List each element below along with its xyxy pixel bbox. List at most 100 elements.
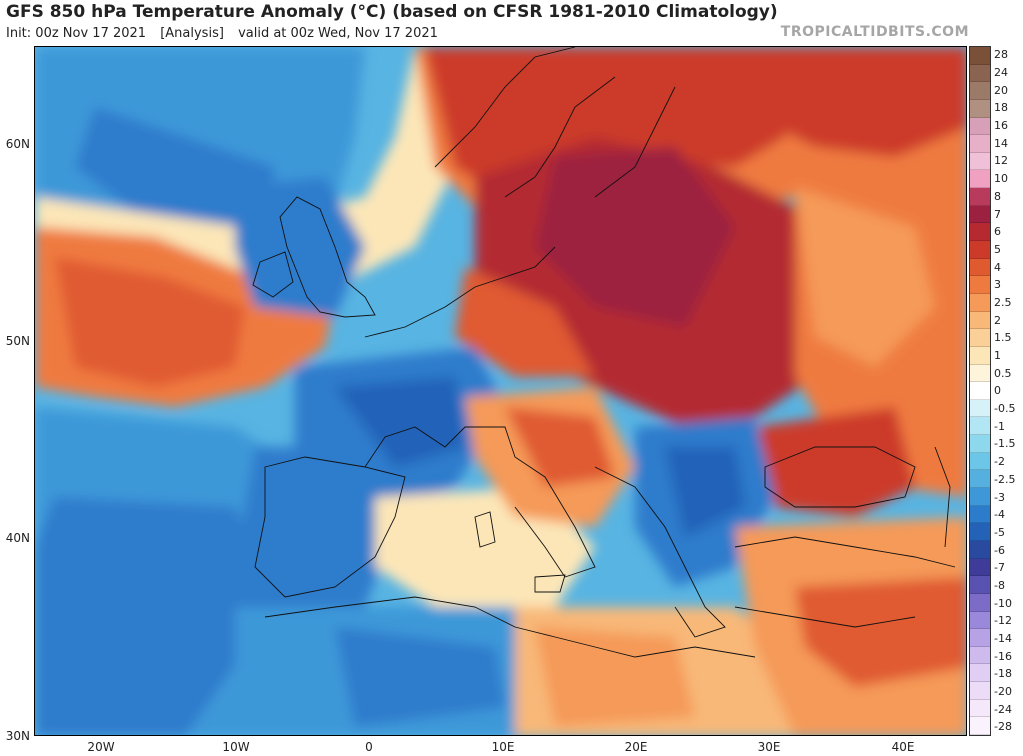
colorbar-label: -20 [994,685,1012,699]
colorbar-swatch [970,258,990,277]
colorbar-label: 24 [994,66,1008,80]
colorbar-label: -10 [994,596,1012,610]
colorbar-swatch [970,699,990,718]
colorbar-label: -12 [994,614,1012,628]
colorbar-label: -2.5 [994,472,1016,486]
colorbar-swatch [970,576,990,594]
colorbar-labels: 28 24 20 18 16 14 12 10 8 7 6 5 4 3 2.5 2 1.5 1 0.5 0 -0.5 -1… [994,46,1022,736]
colorbar-label: 0 [994,384,1001,398]
anomaly-map [34,46,967,736]
colorbar-swatch [970,117,990,136]
lat-label-40n: 40N [5,531,30,545]
init-time: Init: 00z Nov 17 2021 [6,26,147,41]
colorbar-swatch [970,611,990,630]
lon-label-10w: 10W [222,740,250,754]
lat-label-60n: 60N [5,137,30,151]
colorbar-label: 7 [994,207,1001,221]
colorbar-label: 18 [994,101,1008,115]
colorbar-swatch [970,293,990,312]
colorbar-label: 2 [994,313,1001,327]
colorbar-swatch [970,717,990,735]
colorbar-swatch [970,593,990,612]
colorbar-swatch [970,135,990,153]
colorbar [969,46,991,736]
map-title: GFS 850 hPa Temperature Anomaly (°C) (ba… [6,2,778,22]
lon-label-10e: 10E [491,740,515,754]
colorbar-swatch [970,82,990,100]
colorbar-swatch [970,523,990,541]
colorbar-label: -18 [994,667,1012,681]
map-canvas [35,47,966,735]
colorbar-label: -3 [994,490,1005,504]
colorbar-label: 3 [994,278,1001,292]
watermark: TROPICALTIDBITS.COM [780,24,969,40]
lat-label-50n: 50N [5,334,30,348]
colorbar-swatch [970,188,990,206]
colorbar-label: -14 [994,632,1012,646]
lon-label-20e: 20E [624,740,648,754]
colorbar-label: 8 [994,189,1001,203]
colorbar-label: -1.5 [994,437,1016,451]
colorbar-swatch [970,64,990,83]
analysis-tag: [Analysis] [160,26,224,41]
colorbar-label: -7 [994,561,1005,575]
lat-label-30n: 30N [5,729,30,743]
colorbar-swatch [970,346,990,365]
colorbar-swatch [970,417,990,436]
colorbar-swatch [970,505,990,524]
colorbar-swatch [970,682,990,700]
colorbar-label: 1 [994,349,1001,363]
colorbar-swatch [970,399,990,418]
lon-label-30e: 30E [757,740,781,754]
colorbar-label: 14 [994,136,1008,150]
colorbar-label: 4 [994,260,1001,274]
colorbar-label: 5 [994,242,1001,256]
colorbar-label: -6 [994,543,1005,557]
colorbar-swatch [970,152,990,171]
colorbar-swatch [970,364,990,383]
colorbar-label: -4 [994,508,1005,522]
colorbar-swatch [970,99,990,118]
colorbar-swatch [970,276,990,294]
colorbar-label: -8 [994,578,1005,592]
colorbar-label: 0.5 [994,366,1012,380]
colorbar-label: -0.5 [994,402,1016,416]
colorbar-swatch [970,170,990,189]
lon-label-20w: 20W [87,740,115,754]
colorbar-label: 6 [994,225,1001,239]
colorbar-label: 28 [994,48,1008,62]
coastline-paths [252,47,956,658]
colorbar-swatch [970,223,990,242]
colorbar-swatch [970,540,990,559]
colorbar-label: 1.5 [994,331,1012,345]
colorbar-swatch [970,664,990,683]
colorbar-label: -28 [994,720,1012,734]
colorbar-swatch [970,205,990,224]
colorbar-swatch [970,382,990,400]
colorbar-label: 10 [994,172,1008,186]
colorbar-swatch [970,435,990,453]
colorbar-label: 2.5 [994,295,1012,309]
colorbar-label: -1 [994,419,1005,433]
colorbar-swatch [970,558,990,577]
map-subtitle: Init: 00z Nov 17 2021 [Analysis] valid a… [6,26,448,41]
colorbar-label: 12 [994,154,1008,168]
colorbar-label: -24 [994,702,1012,716]
colorbar-label: 20 [994,83,1008,97]
colorbar-label: -5 [994,525,1005,539]
lon-label-40e: 40E [891,740,915,754]
lon-label-0: 0 [365,740,373,754]
anomaly-field [35,47,966,735]
colorbar-swatch [970,241,990,259]
colorbar-swatch [970,646,990,665]
colorbar-swatch [970,329,990,347]
colorbar-swatch [970,629,990,647]
colorbar-label: -16 [994,649,1012,663]
colorbar-swatch [970,311,990,330]
colorbar-swatch [970,488,990,506]
colorbar-label: 16 [994,119,1008,133]
colorbar-swatch [970,452,990,471]
colorbar-swatch [970,47,990,65]
valid-time: valid at 00z Wed, Nov 17 2021 [238,26,438,41]
colorbar-swatch [970,470,990,489]
